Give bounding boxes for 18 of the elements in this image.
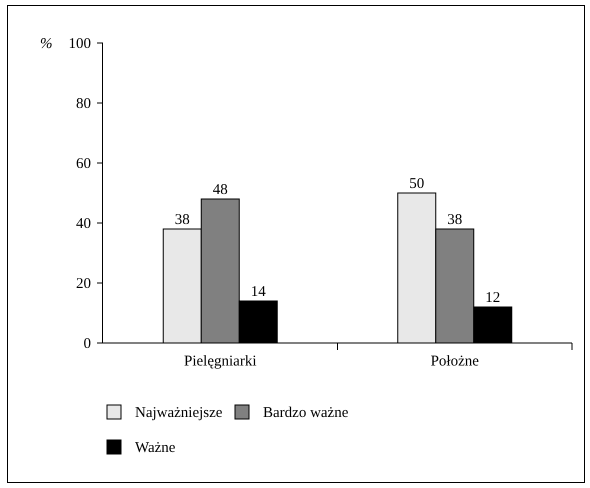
data-label: 50 <box>409 176 424 192</box>
y-tick-label: 100 <box>68 36 91 52</box>
data-label: 48 <box>212 182 228 198</box>
legend-label: Najważniejsze <box>135 405 223 421</box>
data-label: 14 <box>250 284 266 300</box>
y-tick-label: 40 <box>76 216 91 232</box>
data-label: 38 <box>447 212 462 228</box>
data-label: 38 <box>174 212 190 228</box>
x-tick-label: Położne <box>430 354 480 370</box>
y-tick-label: 20 <box>76 276 91 292</box>
y-tick-label: 60 <box>76 156 91 172</box>
legend-label: Bardzo ważne <box>263 405 349 421</box>
y-axis-title: % <box>40 36 52 52</box>
legend-label: Ważne <box>135 440 176 456</box>
data-label: 12 <box>485 290 500 306</box>
x-tick-label: Pielęgniarki <box>184 354 256 370</box>
y-tick-label: 0 <box>84 336 91 352</box>
y-tick-label: 80 <box>76 96 91 112</box>
